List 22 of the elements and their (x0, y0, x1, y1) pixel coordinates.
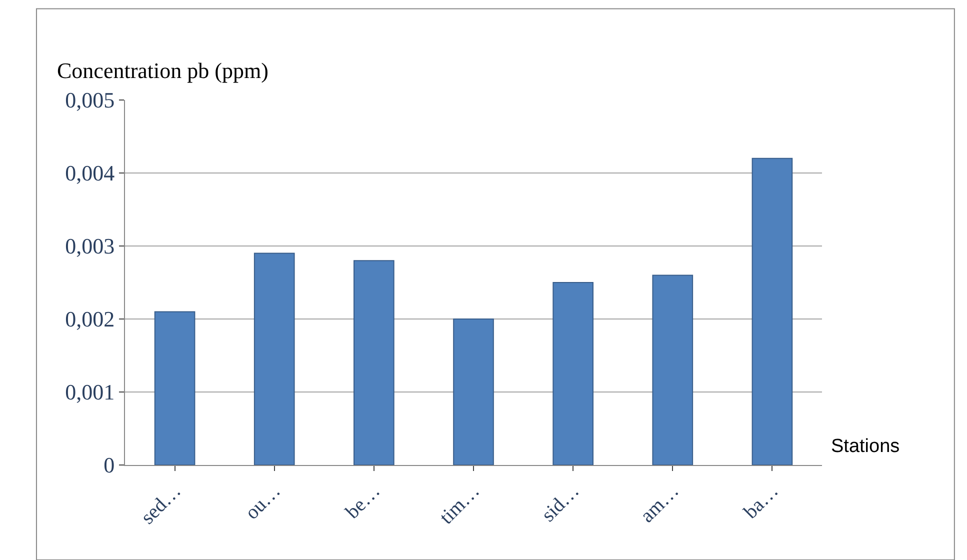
y-tick-label: 0,004 (65, 160, 115, 186)
x-tick-label: ou… (241, 480, 285, 524)
y-axis-title: Concentration pb (ppm) (57, 58, 268, 83)
bar (752, 158, 793, 465)
y-tick-label: 0,003 (65, 234, 115, 259)
bar (354, 260, 394, 465)
bar (652, 274, 694, 465)
bar (552, 282, 594, 465)
y-tick-label: 0,001 (65, 380, 115, 405)
x-tick-label: be… (341, 480, 385, 524)
x-axis-title: Stations (831, 436, 900, 457)
x-tick-label: tim… (436, 480, 484, 529)
x-tick-label: ba… (740, 480, 783, 524)
y-tick-label: 0,002 (65, 306, 115, 332)
x-tick-label: sid… (537, 480, 584, 526)
y-tick-label: 0,005 (65, 88, 115, 113)
x-tick-label: sed… (136, 480, 186, 529)
y-tick-label: 0 (104, 452, 115, 478)
bar (154, 311, 196, 465)
bar (453, 318, 494, 465)
bar (254, 252, 295, 465)
x-tick-label: am… (636, 480, 684, 528)
